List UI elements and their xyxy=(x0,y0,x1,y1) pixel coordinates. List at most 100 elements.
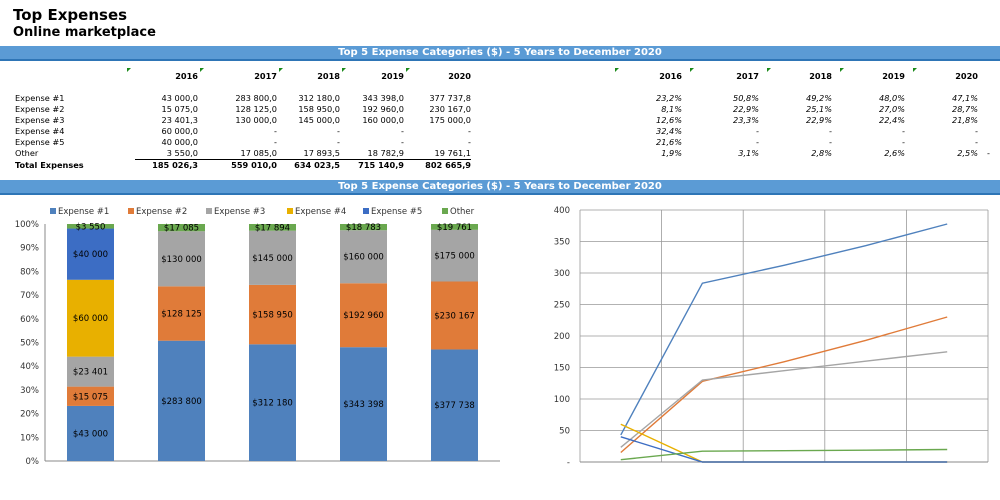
cell: 60 000,0 xyxy=(161,126,198,136)
cell: - xyxy=(975,137,978,147)
y-tick-label: 30% xyxy=(20,386,39,396)
data-label: $60 000 xyxy=(73,314,108,324)
legend-label: Expense #5 xyxy=(371,207,422,217)
y-tick-label: 0% xyxy=(26,457,40,467)
comment-marker-icon xyxy=(406,68,410,72)
cell: 17 085,0 xyxy=(240,148,277,158)
y-tick-label: 100 xyxy=(554,395,570,405)
year-header: 2018 xyxy=(277,68,340,82)
cell: 160 000,0 xyxy=(362,115,404,125)
bar-segment xyxy=(158,286,205,341)
cell: 17 893,5 xyxy=(303,148,340,158)
legend-swatch xyxy=(442,208,448,214)
legend-swatch xyxy=(363,208,369,214)
cell: 22,4% xyxy=(878,115,905,125)
data-label: $230 167 xyxy=(434,311,475,321)
data-label: $128 125 xyxy=(161,310,202,320)
bar-segment xyxy=(431,349,478,461)
bar-segment xyxy=(158,231,205,287)
cell: 3 550,0 xyxy=(166,148,198,158)
y-tick-label: 150 xyxy=(554,364,570,374)
cell: 23 401,3 xyxy=(161,115,198,125)
bar-segment xyxy=(67,228,114,280)
cell: - xyxy=(756,137,759,147)
year-header: 2017 xyxy=(198,68,277,82)
cell: 15 075,0 xyxy=(161,104,198,114)
cell: - xyxy=(401,126,404,136)
bar-segment xyxy=(431,229,478,282)
table-row: 23,2% 50,8% 49,2% 48,0% 47,1% xyxy=(612,93,990,104)
legend-label: Expense #3 xyxy=(214,207,265,217)
data-label: $3 550 xyxy=(76,222,106,232)
year-header: 2020 xyxy=(404,68,471,82)
cell: - xyxy=(975,126,978,136)
cell: 158 950,0 xyxy=(298,104,340,114)
y-tick-label: 90% xyxy=(20,244,39,254)
expense-values-table: 2016 2017 2018 2019 2020 Expense #1 43 0… xyxy=(15,68,471,171)
line-chart: - 50 100 150 200 250 300 350 400 xyxy=(554,206,989,468)
y-tick-label: 70% xyxy=(20,291,39,301)
cell: 49,2% xyxy=(805,93,832,103)
row-label: Total Expenses xyxy=(15,159,84,170)
cell: - xyxy=(468,137,471,147)
bar-segment xyxy=(249,344,296,461)
y-tick-label: 60% xyxy=(20,315,39,325)
table-row: Expense #5 40 000,0 - - - - xyxy=(15,137,471,148)
bar-segment xyxy=(249,284,296,345)
year-header: 2018 xyxy=(759,68,832,82)
data-label: $43 000 xyxy=(73,429,108,439)
cell: - xyxy=(274,126,277,136)
cell: 22,9% xyxy=(732,104,759,114)
bar-segment xyxy=(67,405,114,461)
row-label: Expense #1 xyxy=(15,93,65,103)
data-label: $130 000 xyxy=(161,255,202,265)
bar-segment xyxy=(249,230,296,285)
cell: - xyxy=(337,137,340,147)
cell: 175 000,0 xyxy=(429,115,471,125)
cell: - xyxy=(902,126,905,136)
cell: 128 125,0 xyxy=(235,104,277,114)
cell: 40 000,0 xyxy=(161,137,198,147)
bar-segment xyxy=(249,224,296,231)
comment-marker-icon xyxy=(840,68,844,72)
section-header-table: Top 5 Expense Categories ($) - 5 Years t… xyxy=(0,46,1000,61)
bar-segment xyxy=(67,386,114,406)
row-label: Expense #2 xyxy=(15,104,65,114)
legend-label: Expense #1 xyxy=(58,207,109,217)
cell: 18 782,9 xyxy=(367,148,404,158)
cell: - xyxy=(829,137,832,147)
y-tick-label: 250 xyxy=(554,301,570,311)
expense-percent-table: 2016 2017 2018 2019 2020 23,2% 50,8% 49,… xyxy=(612,68,990,159)
cell: 145 000,0 xyxy=(298,115,340,125)
comment-marker-icon xyxy=(767,68,771,72)
year-header-row: 2016 2017 2018 2019 2020 xyxy=(15,68,471,82)
legend-label: Expense #2 xyxy=(136,207,187,217)
data-label: $18 783 xyxy=(346,223,381,233)
data-label: $377 738 xyxy=(434,401,475,411)
data-label: $145 000 xyxy=(252,254,293,264)
cell: 377 737,8 xyxy=(429,93,471,103)
cell: 28,7% xyxy=(951,104,978,114)
legend-label: Other xyxy=(450,207,475,217)
y-tick-label: 10% xyxy=(20,433,39,443)
cell: 43 000,0 xyxy=(161,93,198,103)
data-label: $160 000 xyxy=(343,253,384,263)
cell: 32,4% xyxy=(655,126,682,136)
comment-marker-icon xyxy=(279,68,283,72)
comment-marker-icon xyxy=(342,68,346,72)
comment-marker-icon xyxy=(200,68,204,72)
y-tick-label: 20% xyxy=(20,410,39,420)
cell: 634 023,5 xyxy=(277,159,340,171)
legend-label: Expense #4 xyxy=(295,207,346,217)
cell: 8,1% xyxy=(661,104,682,114)
year-header: 2016 xyxy=(127,68,198,82)
cell: - xyxy=(756,126,759,136)
y-tick-label: - xyxy=(567,458,570,468)
comment-marker-icon xyxy=(127,68,131,72)
data-label: $192 960 xyxy=(343,311,384,321)
table-row: Other 3 550,0 17 085,0 17 893,5 18 782,9… xyxy=(15,148,471,160)
cell: 312 180,0 xyxy=(298,93,340,103)
table-row: Expense #2 15 075,0 128 125,0 158 950,0 … xyxy=(15,104,471,115)
row-label: Expense #5 xyxy=(15,137,65,147)
y-tick-label: 50 xyxy=(559,427,570,437)
